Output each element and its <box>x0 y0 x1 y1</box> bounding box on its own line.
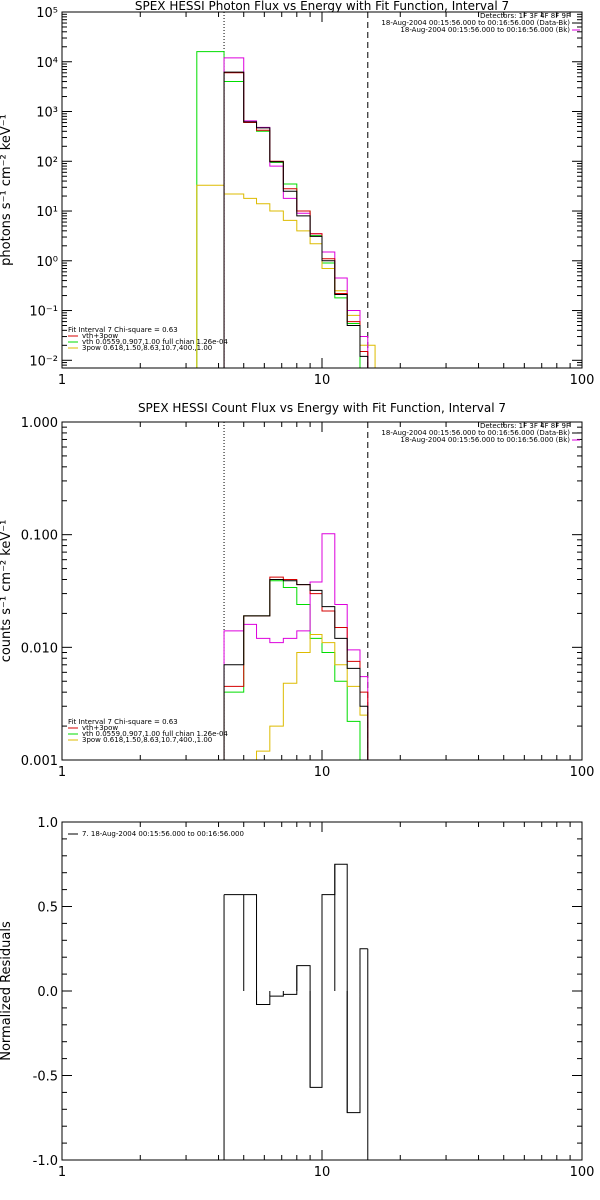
top-legend-text: 18-Aug-2004 00:15:56.000 to 00:16:56.000… <box>400 26 570 34</box>
chart-title: SPEX HESSI Count Flux vs Energy with Fit… <box>138 401 506 415</box>
chart-resid: Normalized Residuals 1 10 100 -1.0 -0.5 0.0 0.5… <box>0 816 594 1180</box>
legend-text: 3pow 0.618,1.50,8.63,10.7,400.,1.00 <box>82 736 212 744</box>
legend-text: Fit Interval 7 Chi-square = 0.63 <box>68 326 178 334</box>
y-tick-label: 10³ <box>36 106 58 121</box>
x-tick-label: 1 <box>58 765 66 780</box>
y-tick-label: 10⁵ <box>36 6 58 21</box>
legend-text: Fit Interval 7 Chi-square = 0.63 <box>68 718 178 726</box>
series-0-histogram <box>196 51 361 368</box>
legend-text: vth 0.0559,0.907,1.00 full chian 1.26e-0… <box>82 338 228 346</box>
x-tick-label: 1 <box>58 1165 66 1180</box>
y-tick-label: 0.001 <box>21 754 58 769</box>
series-2-histogram <box>223 57 369 368</box>
series-4-histogram <box>223 579 369 760</box>
top-legend-text: 18-Aug-2004 00:15:56.000 to 00:16:56.000… <box>400 436 570 444</box>
x-tick-label: 10 <box>314 1165 331 1180</box>
plot-frame <box>61 821 583 1161</box>
y-axis-label: photons s⁻¹ cm⁻² keV⁻¹ <box>0 114 14 266</box>
y-tick-label: 10⁴ <box>36 56 58 71</box>
y-tick-label: 10⁻¹ <box>29 305 58 320</box>
chart-title: SPEX HESSI Photon Flux vs Energy with Fi… <box>135 0 509 13</box>
top-legend-text: 18-Aug-2004 00:15:56.000 to 00:16:56.000… <box>381 19 570 27</box>
series-0-histogram <box>223 580 361 760</box>
series-1-histogram <box>256 634 369 760</box>
y-tick-label: 0.100 <box>21 529 58 544</box>
y-tick-label: 0.0 <box>37 985 58 1000</box>
x-tick-label: 1 <box>58 373 66 388</box>
series-4-histogram <box>223 71 369 368</box>
legend-text: 3pow 0.618,1.50,8.63,10.7,400.,1.00 <box>82 344 212 352</box>
y-tick-label: 1.000 <box>21 416 58 431</box>
series-2-histogram <box>223 533 369 760</box>
plot-frame <box>61 11 583 369</box>
top-legend-text: Detectors: 1F 3F 4F 8F 9F <box>480 422 570 430</box>
legend-text: vth+3pow <box>82 332 118 340</box>
y-axis-label: counts s⁻¹ cm⁻² keV⁻¹ <box>0 520 14 663</box>
y-tick-label: 0.010 <box>21 641 58 656</box>
y-tick-label: 10⁻² <box>29 354 58 369</box>
x-tick-label: 100 <box>570 1165 595 1180</box>
chart-photon: SPEX HESSI Photon Flux vs Energy with Fi… <box>0 0 594 388</box>
series-3-histogram <box>223 72 369 368</box>
x-tick-label: 10 <box>314 373 331 388</box>
plot-frame <box>61 421 583 761</box>
y-axis-label: Normalized Residuals <box>0 921 14 1061</box>
y-tick-label: -1.0 <box>33 1154 58 1169</box>
top-legend-text: Detectors: 1F 3F 4F 8F 9F <box>480 12 570 20</box>
legend-text: vth+3pow <box>82 724 118 732</box>
legend-text: vth 0.0559,0.907,1.00 full chian 1.26e-0… <box>82 730 228 738</box>
chart-count: SPEX HESSI Count Flux vs Energy with Fit… <box>0 401 594 780</box>
y-tick-label: 10⁰ <box>36 255 58 270</box>
y-tick-label: 10² <box>36 155 58 170</box>
y-tick-label: 10¹ <box>36 205 58 220</box>
y-tick-label: 1.0 <box>37 816 58 831</box>
y-tick-label: 0.5 <box>37 901 58 916</box>
x-tick-label: 100 <box>570 373 595 388</box>
series-0-histogram <box>224 863 368 1114</box>
x-tick-label: 100 <box>570 765 595 780</box>
top-legend-text: 18-Aug-2004 00:15:56.000 to 00:16:56.000… <box>381 429 570 437</box>
y-tick-label: -0.5 <box>33 1070 58 1085</box>
x-tick-label: 10 <box>314 765 331 780</box>
legend-text: 7. 18-Aug-2004 00:15:56.000 to 00:16:56.… <box>82 830 244 838</box>
